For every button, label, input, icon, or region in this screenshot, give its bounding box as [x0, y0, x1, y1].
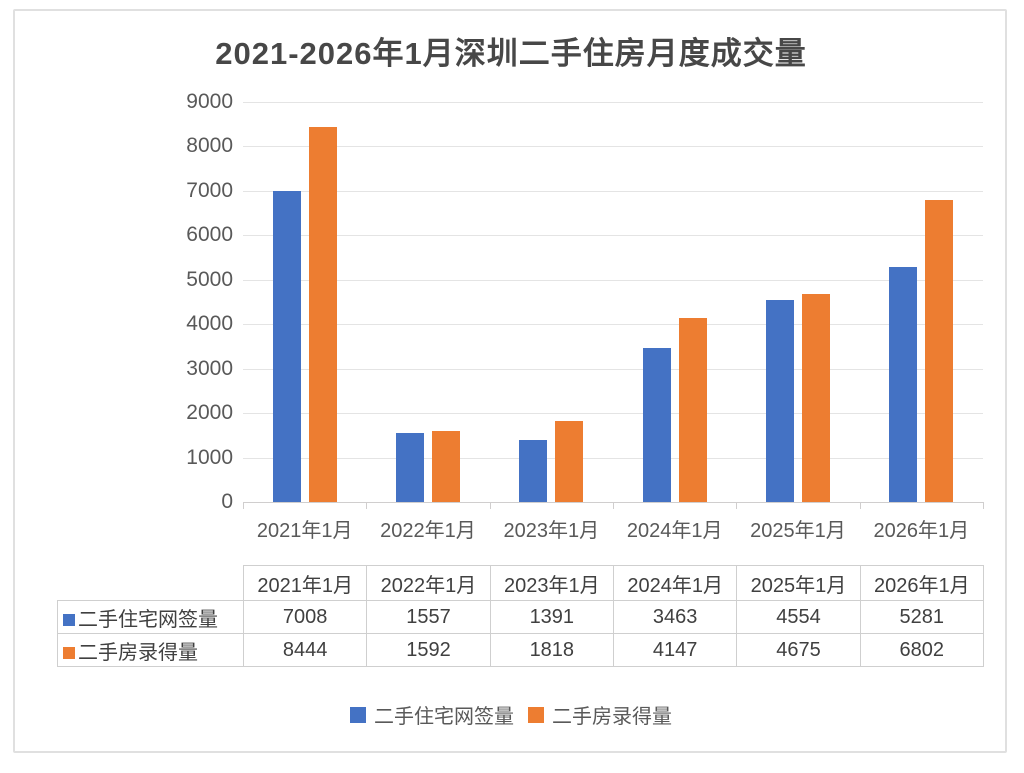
table-cell: 8444 — [242, 633, 368, 667]
x-axis-label: 2023年1月 — [503, 520, 600, 542]
legend: 二手住宅网签量 二手房录得量 — [14, 700, 1008, 729]
y-axis-label: 5000 — [186, 267, 233, 291]
gridline — [243, 235, 983, 237]
axis-tick — [243, 502, 244, 509]
table-cell: 4675 — [736, 633, 861, 667]
y-axis-label: 3000 — [186, 356, 233, 380]
gridline — [243, 368, 983, 370]
bar-series-1-cat-0 — [308, 126, 337, 502]
y-axis-label: 8000 — [186, 134, 233, 158]
legend-item: 二手住宅网签量 — [350, 700, 514, 729]
table-cell: 3463 — [612, 600, 738, 634]
gridline — [243, 279, 983, 281]
bar-series-0-cat-3 — [642, 348, 671, 502]
table-cell: 1391 — [489, 600, 614, 634]
table-cell: 1557 — [366, 600, 491, 634]
bar-series-0-cat-4 — [766, 299, 794, 502]
y-axis-label: 4000 — [186, 312, 233, 336]
x-axis-label: 2021年1月 — [256, 520, 353, 542]
bar-series-1-cat-3 — [678, 317, 707, 502]
x-axis-label: 2026年1月 — [873, 520, 970, 542]
legend-label: 二手住宅网签量 — [374, 706, 514, 728]
table-cell: 6802 — [859, 633, 984, 667]
table-header-cell: 2022年1月 — [366, 565, 491, 601]
table-header-cell: 2026年1月 — [859, 565, 984, 601]
gridline — [243, 324, 983, 326]
table-row-label: 二手房录得量 — [57, 633, 244, 667]
y-axis-label: 0 — [221, 490, 233, 513]
table-cell: 7008 — [242, 600, 368, 634]
table-header-cell: 2023年1月 — [489, 565, 614, 601]
legend-label: 二手房录得量 — [552, 706, 672, 728]
table-row-label: 二手住宅网签量 — [57, 600, 244, 634]
bar-series-1-cat-5 — [925, 199, 954, 502]
legend-item: 二手房录得量 — [528, 700, 672, 729]
plot-area — [243, 102, 983, 503]
bar-series-0-cat-0 — [272, 190, 301, 502]
series-swatch-icon — [63, 646, 75, 659]
gridline — [243, 457, 983, 459]
table-header-cell: 2025年1月 — [736, 565, 861, 601]
gridline — [243, 102, 983, 103]
table-row: 二手住宅网签量 7008 1557 1391 3463 4554 5281 — [57, 600, 984, 634]
chart-title: 2021-2026年1月深圳二手住房月度成交量 — [215, 36, 807, 71]
axis-tick — [366, 502, 368, 509]
series-swatch-icon — [63, 613, 75, 626]
x-axis-label: 2022年1月 — [380, 520, 476, 542]
table-cell: 1592 — [366, 633, 491, 667]
bar-series-1-cat-1 — [432, 431, 460, 502]
bar-series-0-cat-1 — [396, 432, 424, 502]
gridline — [243, 190, 983, 192]
bar-series-1-cat-4 — [802, 294, 830, 502]
table-header-row: 2021年1月 2022年1月 2023年1月 2024年1月 2025年1月 2026年… — [58, 565, 984, 601]
axis-tick — [736, 502, 738, 509]
table-corner-cell — [58, 566, 244, 601]
table-cell: 5281 — [859, 600, 984, 634]
y-axis-label: 1000 — [186, 445, 233, 469]
table-header-cell: 2021年1月 — [242, 565, 368, 601]
axis-tick — [859, 502, 861, 509]
axis-tick — [983, 502, 984, 509]
y-axis-label: 6000 — [186, 223, 233, 247]
axis-tick — [613, 502, 614, 509]
legend-swatch-icon — [528, 706, 544, 723]
table-cell: 4554 — [736, 600, 861, 634]
bar-series-0-cat-2 — [519, 440, 548, 502]
x-axis-label: 2024年1月 — [626, 520, 723, 542]
gridline — [243, 413, 983, 415]
y-axis-label: 7000 — [186, 178, 233, 202]
table-cell: 4147 — [612, 633, 738, 667]
legend-swatch-icon — [350, 706, 366, 723]
x-axis-label: 2025年1月 — [750, 520, 846, 542]
y-axis-label: 9000 — [186, 90, 233, 113]
bar-series-1-cat-2 — [555, 421, 584, 502]
table-cell: 1818 — [489, 633, 614, 667]
y-axis-label: 2000 — [186, 401, 233, 425]
axis-tick — [489, 502, 491, 509]
bar-series-0-cat-5 — [889, 267, 918, 502]
table-header-cell: 2024年1月 — [612, 565, 738, 601]
data-table: 2021年1月 2022年1月 2023年1月 2024年1月 2025年1月 2026年… — [57, 565, 984, 667]
table-row: 二手房录得量 8444 1592 1818 4147 4675 6802 — [57, 633, 984, 667]
gridline — [243, 146, 983, 148]
